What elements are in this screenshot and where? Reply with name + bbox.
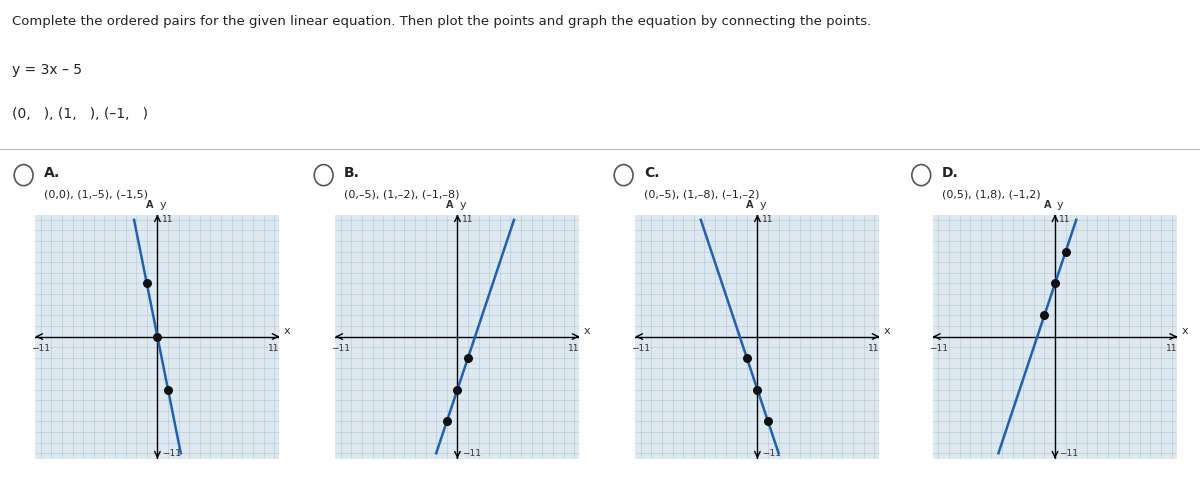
Text: x: x [283, 326, 290, 336]
Text: A: A [446, 200, 454, 210]
Text: y: y [760, 200, 766, 210]
Text: 11: 11 [569, 344, 580, 353]
Text: (0,0), (1,–5), (–1,5): (0,0), (1,–5), (–1,5) [44, 190, 149, 200]
Text: −11: −11 [331, 344, 350, 353]
Text: 11: 11 [162, 215, 173, 224]
Text: −11: −11 [929, 344, 948, 353]
Text: −11: −11 [1060, 449, 1079, 458]
Point [458, 354, 478, 362]
Text: (0,–5), (1,–2), (–1,–8): (0,–5), (1,–2), (–1,–8) [344, 190, 460, 200]
Point [158, 386, 178, 393]
Point [737, 354, 756, 362]
Point [1056, 248, 1075, 256]
Point [1045, 280, 1064, 287]
Point [137, 280, 156, 287]
Text: 11: 11 [1166, 344, 1177, 353]
Text: y: y [460, 200, 466, 210]
Point [448, 386, 467, 393]
Text: A: A [1044, 200, 1051, 210]
Text: B.: B. [344, 166, 360, 181]
Text: y: y [1057, 200, 1063, 210]
Text: A: A [746, 200, 754, 210]
Text: C.: C. [644, 166, 660, 181]
Text: 11: 11 [462, 215, 473, 224]
Text: y = 3x – 5: y = 3x – 5 [12, 63, 82, 78]
Text: A.: A. [44, 166, 60, 181]
Text: −11: −11 [762, 449, 781, 458]
Point [148, 333, 167, 341]
Text: (0,   ), (1,   ), (–1,   ): (0, ), (1, ), (–1, ) [12, 107, 148, 122]
Text: −11: −11 [162, 449, 181, 458]
Text: x: x [583, 326, 590, 336]
Text: −11: −11 [631, 344, 650, 353]
Text: 11: 11 [1060, 215, 1070, 224]
Text: 11: 11 [269, 344, 280, 353]
Point [748, 386, 767, 393]
Text: x: x [1181, 326, 1188, 336]
Text: D.: D. [942, 166, 959, 181]
Text: x: x [883, 326, 890, 336]
Point [1034, 311, 1054, 319]
Text: y: y [160, 200, 166, 210]
Text: Complete the ordered pairs for the given linear equation. Then plot the points a: Complete the ordered pairs for the given… [12, 15, 871, 28]
Text: −11: −11 [31, 344, 50, 353]
Point [437, 418, 456, 426]
Text: (0,–5), (1,–8), (–1,–2): (0,–5), (1,–8), (–1,–2) [644, 190, 760, 200]
Point [758, 418, 778, 426]
Text: −11: −11 [462, 449, 481, 458]
Text: A: A [146, 200, 154, 210]
Text: 11: 11 [869, 344, 880, 353]
Text: (0,5), (1,8), (–1,2): (0,5), (1,8), (–1,2) [942, 190, 1040, 200]
Text: 11: 11 [762, 215, 773, 224]
